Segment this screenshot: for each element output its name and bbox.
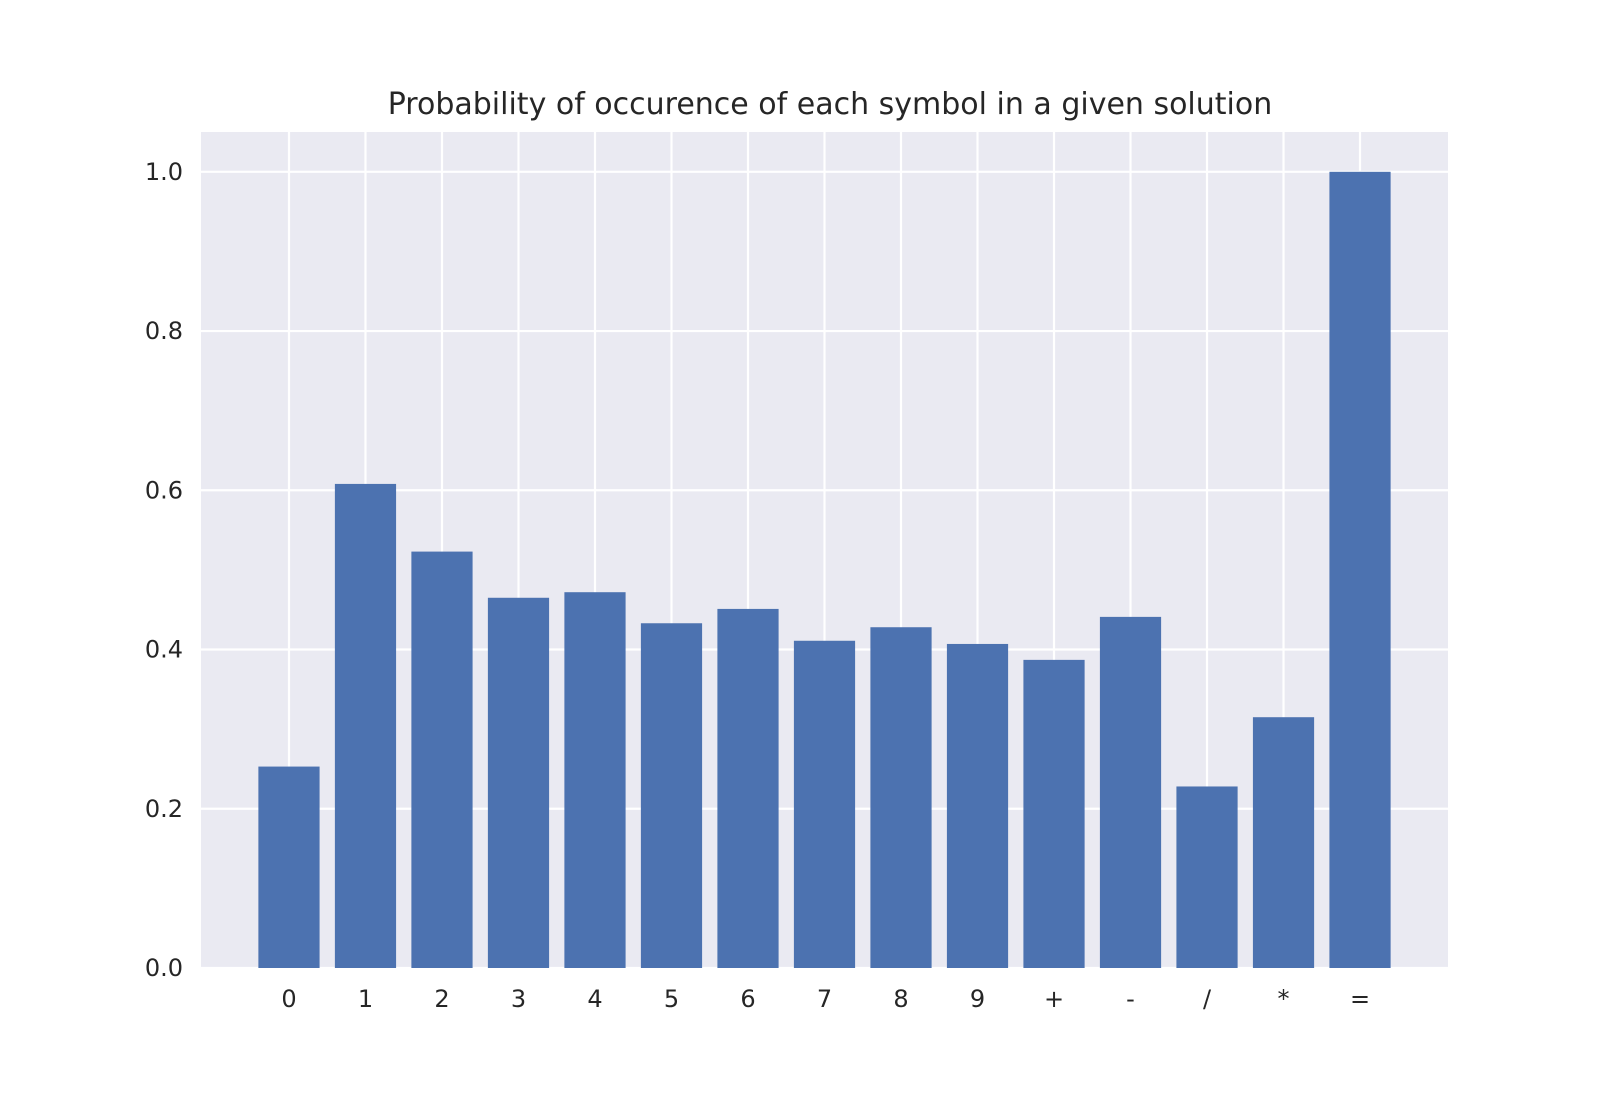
x-tick-label: 4 [587, 985, 602, 1013]
x-tick-label: 2 [434, 985, 449, 1013]
y-tick-label: 0.8 [145, 317, 183, 345]
bar-2 [334, 483, 397, 968]
bar-14 [1252, 717, 1315, 968]
x-tick-label: * [1278, 985, 1290, 1013]
x-tick-label: 0 [281, 985, 296, 1013]
x-tick-label: 6 [740, 985, 755, 1013]
x-tick-label: = [1350, 985, 1370, 1013]
x-tick-label: 5 [664, 985, 679, 1013]
x-tick-label: 7 [817, 985, 832, 1013]
y-tick-label: 0.4 [145, 636, 183, 664]
x-tick-label: - [1126, 985, 1135, 1013]
chart-title: Probability of occurence of each symbol … [388, 87, 1273, 122]
y-tick-label: 0.6 [145, 476, 183, 504]
x-tick-label: / [1203, 985, 1212, 1013]
y-tick-label: 0.0 [145, 954, 183, 982]
bar-15 [1329, 171, 1391, 969]
bar-5 [564, 592, 626, 968]
y-axis-ticks: 0.0 0.2 0.4 0.6 0.8 1.0 [145, 158, 183, 982]
bar-3 [411, 551, 473, 968]
bar-12 [1099, 616, 1162, 968]
bar-7 [717, 608, 779, 968]
x-tick-label: 8 [893, 985, 908, 1013]
x-tick-label: + [1044, 985, 1064, 1013]
bars [258, 171, 1391, 969]
x-tick-label: 1 [358, 985, 373, 1013]
bar-9 [870, 627, 932, 968]
y-tick-label: 0.2 [145, 795, 183, 823]
bar-10 [946, 643, 1009, 968]
bar-8 [793, 640, 856, 968]
bar-13 [1176, 786, 1238, 968]
x-axis-ticks: 0 1 2 3 4 5 6 7 8 9 + - / * = [281, 985, 1370, 1013]
bar-6 [640, 623, 703, 968]
bar-4 [487, 597, 550, 968]
y-tick-label: 1.0 [145, 158, 183, 186]
bar-11 [1023, 659, 1085, 968]
bar-1 [258, 766, 320, 968]
x-tick-label: 9 [970, 985, 985, 1013]
x-tick-label: 3 [511, 985, 526, 1013]
